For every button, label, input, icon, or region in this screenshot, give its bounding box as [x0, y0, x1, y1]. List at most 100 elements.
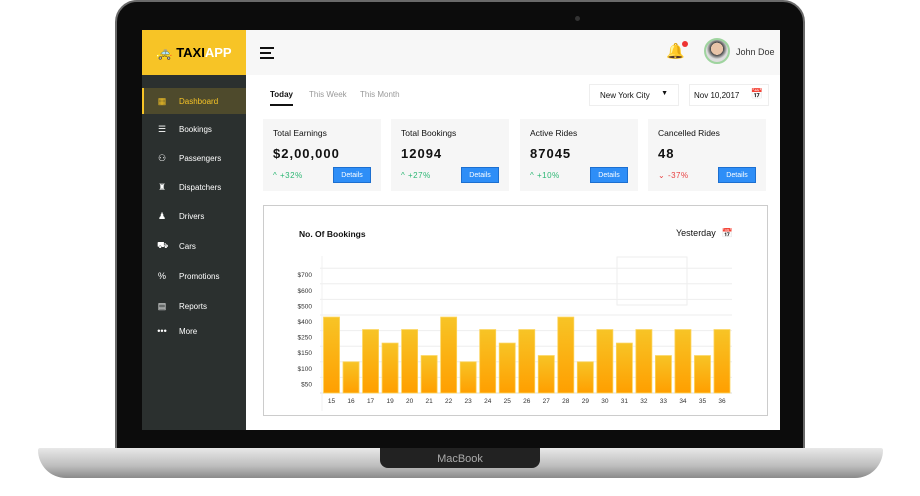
card-title: Cancelled Rides [658, 128, 720, 138]
sidebar-item-drivers[interactable]: ♟ Drivers [142, 203, 246, 229]
card-title: Total Bookings [401, 128, 457, 138]
card-change: ^ +10% [530, 171, 560, 180]
details-button[interactable]: Details [333, 167, 371, 183]
percent-icon: % [157, 271, 166, 281]
tab-today[interactable]: Today [270, 90, 293, 106]
date-field[interactable]: Nov 10,2017 📅 [689, 84, 769, 106]
card-change: ^ +32% [273, 171, 303, 180]
more-icon: ••• [157, 326, 167, 336]
city-select[interactable]: New York City ▼ [589, 84, 679, 106]
x-tick-label: 31 [621, 398, 629, 405]
bookings-chart: No. Of Bookings Yesterday 📅 $50 $100 $150 $2… [263, 205, 768, 416]
details-button[interactable]: Details [461, 167, 499, 183]
calendar-icon[interactable]: 📅 [721, 228, 733, 238]
bar[interactable] [381, 342, 399, 394]
details-button[interactable]: Details [718, 167, 756, 183]
y-tick-label: $600 [298, 288, 313, 295]
bar[interactable] [518, 329, 536, 394]
calendar-icon[interactable]: 📅 [750, 89, 763, 100]
x-tick-label: 17 [367, 398, 375, 405]
y-tick-label: $700 [298, 272, 313, 279]
sidebar-item-dispatchers[interactable]: ♜ Dispatchers [142, 174, 246, 200]
bar[interactable] [674, 329, 692, 394]
x-tick-label: 27 [543, 398, 551, 405]
sidebar-item-label: More [179, 326, 198, 336]
x-tick-label: 25 [504, 398, 512, 405]
card-value: 12094 [401, 146, 443, 161]
logo[interactable]: 🚕 TAXI APP [142, 30, 246, 75]
tab-this-week[interactable]: This Week [309, 90, 347, 99]
y-tick-label: $100 [298, 366, 313, 373]
sidebar-item-promotions[interactable]: % Promotions [142, 263, 246, 289]
x-tick-label: 34 [679, 398, 687, 405]
bar[interactable] [479, 329, 497, 394]
bar[interactable] [362, 329, 379, 394]
card-change: ⌄ -37% [658, 171, 689, 180]
sidebar-item-dashboard[interactable]: ▦ Dashboard [142, 88, 246, 114]
caret-down-icon: ▼ [661, 90, 668, 97]
card-value: 87045 [530, 146, 572, 161]
bar[interactable] [576, 361, 594, 394]
sidebar-item-reports[interactable]: ▤ Reports [142, 293, 246, 319]
y-tick-label: $50 [301, 381, 312, 388]
sidebar-item-bookings[interactable]: ☰ Bookings [142, 116, 246, 142]
sidebar-item-label: Drivers [179, 211, 205, 221]
bar[interactable] [323, 316, 340, 394]
driver-icon: ♟ [157, 210, 167, 221]
sidebar-item-cars[interactable]: ⛟ Cars [142, 233, 246, 259]
logo-text: TAXI [176, 45, 205, 60]
x-tick-label: 32 [640, 398, 648, 405]
bell-icon[interactable]: 🔔 [666, 41, 688, 60]
x-tick-label: 21 [426, 398, 434, 405]
details-button[interactable]: Details [590, 167, 628, 183]
user-name[interactable]: John Doe [736, 47, 775, 57]
x-tick-label: 26 [523, 398, 531, 405]
dashboard-icon: ▦ [157, 95, 167, 106]
tab-this-month[interactable]: This Month [360, 90, 400, 99]
x-tick-label: 24 [484, 398, 492, 405]
x-tick-label: 30 [601, 398, 609, 405]
bar[interactable] [440, 316, 458, 394]
y-tick-label: $500 [298, 303, 313, 310]
card-value: $2,00,000 [273, 146, 340, 161]
bar[interactable] [694, 355, 711, 394]
bar[interactable] [342, 361, 360, 394]
sidebar-item-more[interactable]: ••• More [142, 318, 246, 344]
notification-dot [681, 41, 688, 47]
header: 🔔 John Doe [246, 30, 780, 75]
chevron-up-icon: ^ [530, 171, 535, 180]
bar[interactable] [557, 316, 575, 394]
bar[interactable] [596, 329, 614, 394]
bar[interactable] [420, 355, 438, 394]
bar[interactable] [537, 355, 555, 394]
bar[interactable] [459, 361, 477, 394]
y-tick-label: $250 [298, 335, 313, 342]
bar[interactable] [401, 329, 419, 394]
x-tick-label: 22 [445, 398, 453, 405]
avatar[interactable] [704, 38, 730, 64]
sidebar: ▦ Dashboard ☰ Bookings ⚇ Passengers ♜ Dispatche… [142, 75, 246, 430]
menu-icon[interactable] [260, 47, 274, 62]
chevron-down-icon: ⌄ [658, 171, 666, 180]
x-tick-label: 35 [699, 398, 707, 405]
card-title: Total Earnings [273, 128, 327, 138]
bar[interactable] [655, 355, 672, 394]
x-tick-label: 33 [660, 398, 668, 405]
bar[interactable] [713, 329, 731, 394]
users-icon: ⚇ [157, 152, 167, 163]
chart-title: No. Of Bookings [299, 229, 366, 239]
chevron-up-icon: ^ [273, 171, 278, 180]
bar[interactable] [615, 342, 633, 394]
sidebar-item-passengers[interactable]: ⚇ Passengers [142, 145, 246, 171]
date-value: Nov 10,2017 [694, 91, 740, 100]
dispatcher-icon: ♜ [157, 181, 167, 192]
bar[interactable] [498, 342, 516, 394]
sidebar-item-label: Dashboard [179, 96, 219, 106]
sidebar-item-label: Cars [179, 241, 196, 251]
x-tick-label: 16 [347, 398, 355, 405]
x-tick-label: 20 [406, 398, 414, 405]
screen: 🚕 TAXI APP ▦ Dashboard ☰ Bookings ⚇ Passengers ♜… [142, 30, 780, 430]
period-select[interactable]: Yesterday 📅 [676, 228, 733, 239]
bar[interactable] [635, 329, 653, 394]
list-icon: ☰ [157, 123, 167, 134]
